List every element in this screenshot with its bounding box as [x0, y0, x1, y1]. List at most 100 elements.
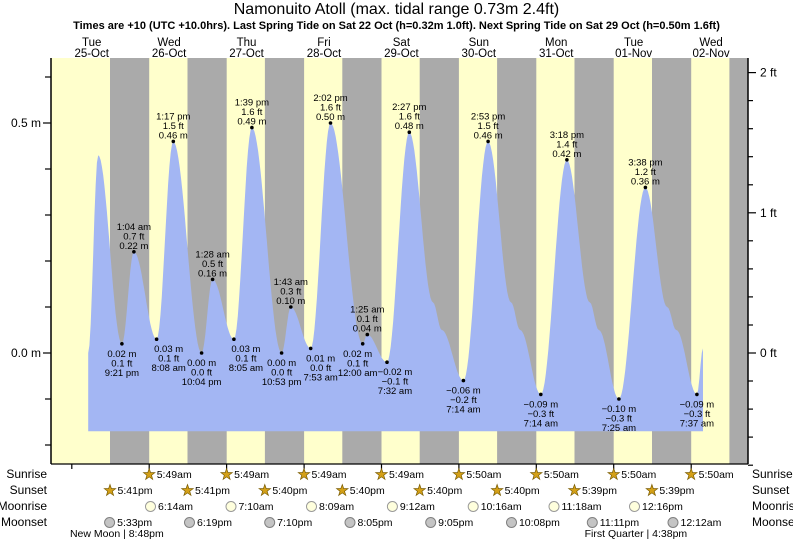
tide-annotation-line: −0.2 ft: [450, 395, 477, 406]
sunset-icon: [412, 483, 427, 497]
day-name: Thu: [237, 37, 257, 49]
tide-annotation-line: 1:39 pm: [235, 98, 269, 109]
tide-annotation-line: −0.10 m: [602, 404, 637, 415]
tide-annotation-line: 10:53 pm: [262, 377, 302, 388]
tide-point-dot: [695, 392, 699, 397]
axis-label-ft: 2 ft: [760, 66, 777, 80]
sunset-icon: [335, 483, 350, 497]
tide-annotation-line: −0.09 m: [680, 399, 715, 410]
tide-annotation-line: 9:21 pm: [105, 368, 139, 379]
tide-annotation-line: 7:14 am: [446, 405, 480, 416]
astro-row-label-left: Moonset: [1, 515, 48, 529]
sunset-time: 5:41pm: [195, 485, 230, 497]
tide-annotation-line: 0.1 ft: [235, 354, 256, 365]
moonset-time: 8:05pm: [358, 517, 393, 529]
tide-annotation-line: 1.2 ft: [635, 167, 656, 178]
tide-annotation-line: −0.3 ft: [527, 409, 554, 420]
tide-annotation-line: 7:53 am: [304, 372, 338, 383]
tide-annotation-line: 0.7 ft: [123, 231, 144, 242]
low-tide-annotation: 0.01 m0.0 ft7:53 am: [304, 346, 338, 383]
moonset-time: 7:10pm: [277, 517, 312, 529]
tide-annotation-line: 8:08 am: [151, 363, 185, 374]
sunrise-time: 5:50am: [699, 469, 734, 481]
day-name: Fri: [317, 37, 330, 49]
tide-point-dot: [289, 305, 293, 309]
tide-annotation-line: 0.02 m: [343, 349, 372, 360]
tide-point-dot: [365, 332, 370, 337]
tide-point-dot: [407, 130, 412, 134]
sunrise-icon: [374, 467, 389, 481]
low-tide-annotation: −0.06 m−0.2 ft7:14 am: [446, 378, 481, 416]
day-date: 30-Oct: [462, 48, 497, 60]
sunset-time: 5:40pm: [272, 485, 307, 497]
moonset-time: 10:08pm: [519, 517, 560, 529]
moonrise-time: 11:18am: [561, 501, 601, 513]
high-tide-annotation: 1:17 pm1.5 ft0.46 m: [156, 111, 191, 144]
sunrise-time: 5:50am: [466, 469, 501, 481]
day-date: 01-Nov: [615, 48, 652, 60]
tide-annotation-line: 0.1 ft: [158, 354, 179, 365]
day-name: Tue: [624, 37, 643, 49]
moonset-icon: [425, 517, 437, 528]
day-date: 02-Nov: [693, 48, 730, 60]
moonset-time: 5:33pm: [117, 517, 152, 529]
tide-annotation-line: 0.42 m: [552, 149, 581, 160]
tide-point-dot: [210, 277, 215, 282]
astro-row-label-left: Sunrise: [6, 467, 47, 481]
tide-annotation-line: 0.3 ft: [280, 287, 301, 298]
sunrise-icon: [529, 467, 544, 481]
tide-annotation-line: −0.09 m: [524, 399, 559, 410]
sunrise-time: 5:49am: [389, 469, 424, 481]
high-tide-annotation: 1:43 am0.3 ft0.10 m: [274, 277, 308, 309]
tide-point-dot: [250, 125, 254, 130]
tide-annotation-line: 2:02 pm: [313, 93, 347, 104]
moonrise-time: 9:12am: [400, 501, 435, 513]
tide-annotation-line: 0.0 ft: [191, 368, 212, 379]
sunset-icon: [258, 483, 272, 497]
sunrise-time: 5:50am: [544, 469, 579, 481]
day-name: Sat: [393, 37, 411, 49]
tide-point-dot: [486, 139, 490, 144]
day-date: 29-Oct: [384, 48, 419, 60]
moonset-icon: [184, 517, 195, 528]
tide-point-dot: [617, 397, 621, 401]
low-tide-annotation: 0.03 m0.1 ft8:05 am: [229, 337, 263, 374]
sunrise-icon: [297, 467, 311, 481]
sunset-icon: [180, 483, 195, 497]
tide-point-dot: [132, 250, 136, 254]
tide-point-dot: [120, 342, 124, 346]
tide-annotation-line: 0.10 m: [276, 296, 305, 307]
day-name: Wed: [157, 37, 180, 49]
moonrise-time: 10:16am: [481, 501, 522, 513]
tide-point-dot: [171, 139, 176, 144]
day-name: Tue: [82, 37, 101, 49]
moonrise-icon: [386, 501, 398, 512]
axis-label-m: 0.0 m: [11, 346, 41, 360]
moonrise-icon: [548, 501, 560, 512]
tide-annotation-line: 2:27 pm: [392, 102, 426, 113]
tide-curve-area: [88, 123, 703, 432]
axis-label-ft: 1 ft: [760, 206, 777, 220]
sunset-time: 5:40pm: [427, 485, 462, 497]
tide-annotation-line: 0.03 m: [231, 344, 260, 355]
moonrise-icon: [225, 501, 237, 512]
sunset-time: 5:40pm: [505, 485, 540, 497]
tide-annotation-line: 8:05 am: [229, 363, 263, 374]
moonrise-icon: [467, 501, 479, 512]
moonset-icon: [586, 517, 598, 528]
tide-annotation-line: 3:38 pm: [628, 157, 662, 168]
tide-point-dot: [199, 351, 204, 355]
high-tide-annotation: 2:27 pm1.6 ft0.48 m: [392, 102, 427, 134]
tide-annotation-line: 0.1 ft: [111, 358, 132, 369]
high-tide-annotation: 1:28 am0.5 ft0.16 m: [195, 249, 230, 282]
tide-point-dot: [461, 378, 466, 383]
tide-annotation-line: 0.03 m: [154, 344, 183, 355]
